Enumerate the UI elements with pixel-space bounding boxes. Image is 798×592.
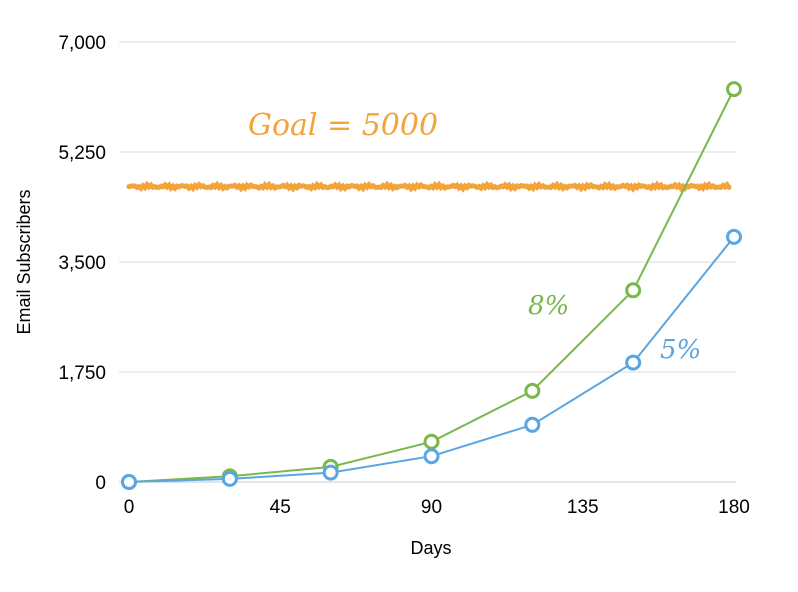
data-point [423,448,440,465]
data-point [423,433,440,450]
y-axis-title: Email Subscribers [14,189,34,334]
goal-line [126,180,732,193]
x-tick-label: 90 [421,497,442,518]
data-point [221,470,238,487]
x-tick-label: 0 [124,497,135,518]
data-point [726,228,742,245]
data-point [121,474,137,490]
series-label-8pct: 8% [528,291,569,321]
x-axis-title: Days [410,538,451,558]
goal-annotation: Goal = 5000 [126,108,732,193]
y-tick-label: 1,750 [58,363,106,384]
y-tick-label: 5,250 [58,143,106,164]
x-tick-label: 45 [270,497,291,518]
y-axis-ticks: 0 1,750 3,500 5,250 7,000 [58,33,106,494]
data-point [524,416,541,433]
x-tick-label: 135 [567,497,599,518]
y-tick-label: 3,500 [58,253,106,274]
data-point [524,382,541,399]
gridlines [119,41,736,483]
data-point [625,354,642,371]
data-point [726,81,742,98]
y-tick-label: 7,000 [58,33,106,54]
data-point [322,464,339,481]
x-axis-ticks: 0 45 90 135 180 [124,497,750,518]
goal-label: Goal = 5000 [248,108,438,143]
series-label-5pct: 5% [660,335,701,365]
series-line [128,88,735,483]
series-lines [121,81,742,490]
x-tick-label: 180 [718,497,750,518]
data-point [625,282,642,299]
y-tick-label: 0 [95,473,106,494]
